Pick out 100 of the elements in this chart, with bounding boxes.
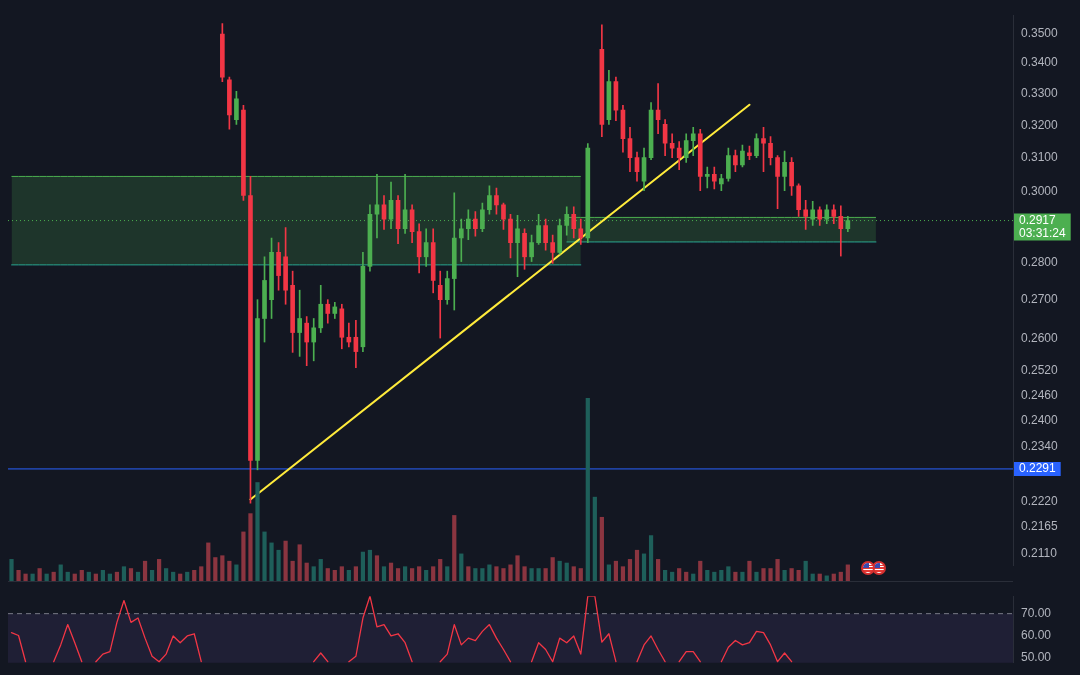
bar	[234, 564, 239, 581]
bar	[452, 515, 457, 581]
bar	[831, 573, 836, 581]
bar	[845, 564, 850, 581]
bar	[107, 573, 113, 581]
bar	[775, 559, 780, 581]
bar	[754, 571, 759, 581]
bar	[522, 566, 527, 581]
bar	[346, 570, 351, 581]
candlestick	[803, 200, 809, 230]
bar	[185, 571, 190, 581]
y-tick-label: 0.2800	[1021, 254, 1059, 269]
bar	[543, 568, 548, 581]
y-tick-label: 0.2400	[1021, 413, 1059, 428]
bar	[360, 551, 366, 581]
text: 03:31:24	[1019, 225, 1067, 240]
y-tick-label: 50.00	[1021, 649, 1052, 664]
bar	[494, 566, 499, 581]
bar	[395, 568, 401, 581]
bar	[142, 560, 148, 581]
y-tick-label: 0.3500	[1021, 25, 1059, 40]
bar	[719, 570, 724, 581]
y-tick-label: 0.2600	[1021, 331, 1059, 346]
bar	[782, 570, 787, 581]
candlestick	[437, 270, 443, 339]
bar	[431, 566, 436, 581]
bar	[227, 560, 232, 581]
y-tick-label: 0.2340	[1021, 439, 1059, 454]
bar	[241, 531, 246, 581]
bar	[388, 562, 394, 581]
bar	[220, 555, 225, 581]
bar	[536, 568, 541, 581]
bar	[480, 568, 485, 581]
bar	[529, 568, 534, 581]
bar	[65, 571, 70, 581]
bar	[473, 568, 478, 581]
bar	[733, 571, 738, 581]
bar	[557, 560, 562, 581]
bar	[171, 571, 176, 581]
bar	[353, 566, 358, 581]
bar	[325, 568, 330, 581]
bar	[550, 557, 555, 581]
bar	[304, 562, 309, 581]
y-tick-label: 0.3000	[1021, 184, 1059, 199]
bar	[164, 568, 169, 581]
bar	[192, 570, 197, 581]
bar	[262, 531, 267, 581]
bar	[438, 559, 443, 581]
bar	[402, 566, 408, 581]
bar	[121, 566, 127, 581]
y-tick-label: 60.00	[1021, 627, 1052, 642]
bar	[269, 542, 274, 581]
y-tick-label: 0.3400	[1021, 55, 1059, 70]
bar	[641, 553, 647, 581]
bar	[796, 570, 801, 581]
bar	[508, 564, 513, 581]
bar	[670, 571, 675, 581]
bar	[44, 573, 49, 581]
bar	[374, 555, 380, 581]
bar	[691, 573, 696, 581]
bar	[283, 540, 288, 581]
bar	[58, 564, 63, 581]
bar	[248, 513, 253, 581]
bar	[459, 553, 464, 581]
bar	[705, 570, 710, 581]
y-tick-label: 0.2165	[1021, 519, 1059, 534]
bar	[571, 566, 576, 581]
y-tick-label: 0.2460	[1021, 388, 1059, 403]
bar	[9, 559, 14, 581]
bar	[810, 573, 815, 581]
y-tick-label: 0.2110	[1021, 545, 1058, 560]
y-tick-label: 0.2700	[1021, 292, 1059, 307]
bar	[178, 573, 183, 581]
bar	[620, 566, 626, 581]
bar	[213, 557, 218, 581]
bar	[51, 571, 56, 581]
bar	[206, 542, 211, 581]
bar	[86, 571, 91, 581]
ref-line-label: 0.2917	[1019, 212, 1057, 227]
bar	[817, 573, 822, 581]
bar	[417, 566, 422, 581]
bar	[599, 516, 604, 581]
bar	[199, 566, 204, 581]
bar	[487, 564, 492, 581]
bar	[23, 573, 28, 581]
bar	[410, 568, 415, 581]
bar	[297, 544, 302, 581]
bar	[93, 573, 98, 581]
bar	[663, 570, 668, 581]
bar	[367, 549, 373, 581]
candlestick	[704, 166, 710, 189]
bar	[332, 570, 337, 581]
bar	[445, 566, 450, 581]
bar	[37, 568, 42, 581]
bar	[648, 535, 654, 581]
bar	[135, 571, 141, 581]
bar	[698, 560, 703, 581]
bar	[564, 562, 569, 581]
bar	[684, 571, 689, 581]
y-tick-label: 0.2220	[1021, 493, 1059, 508]
